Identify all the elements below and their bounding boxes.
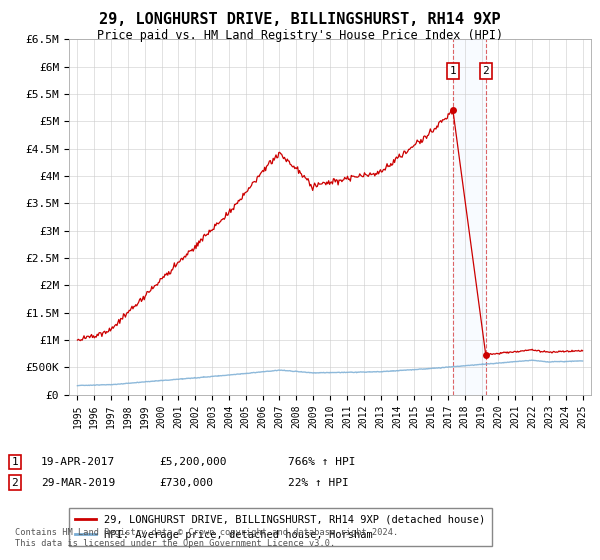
Text: 2: 2 [482, 66, 489, 76]
Text: 29, LONGHURST DRIVE, BILLINGSHURST, RH14 9XP: 29, LONGHURST DRIVE, BILLINGSHURST, RH14… [99, 12, 501, 27]
Text: 29-MAR-2019: 29-MAR-2019 [41, 478, 115, 488]
Text: 1: 1 [11, 457, 19, 467]
Text: 766% ↑ HPI: 766% ↑ HPI [288, 457, 355, 467]
Text: 2: 2 [11, 478, 19, 488]
Text: 19-APR-2017: 19-APR-2017 [41, 457, 115, 467]
Text: 22% ↑ HPI: 22% ↑ HPI [288, 478, 349, 488]
Legend: 29, LONGHURST DRIVE, BILLINGSHURST, RH14 9XP (detached house), HPI: Average pric: 29, LONGHURST DRIVE, BILLINGSHURST, RH14… [69, 508, 492, 546]
Text: £5,200,000: £5,200,000 [159, 457, 227, 467]
Text: 1: 1 [449, 66, 456, 76]
Text: Price paid vs. HM Land Registry's House Price Index (HPI): Price paid vs. HM Land Registry's House … [97, 29, 503, 42]
Bar [453, 39, 486, 395]
Text: Contains HM Land Registry data © Crown copyright and database right 2024.
This d: Contains HM Land Registry data © Crown c… [15, 528, 398, 548]
Text: £730,000: £730,000 [159, 478, 213, 488]
